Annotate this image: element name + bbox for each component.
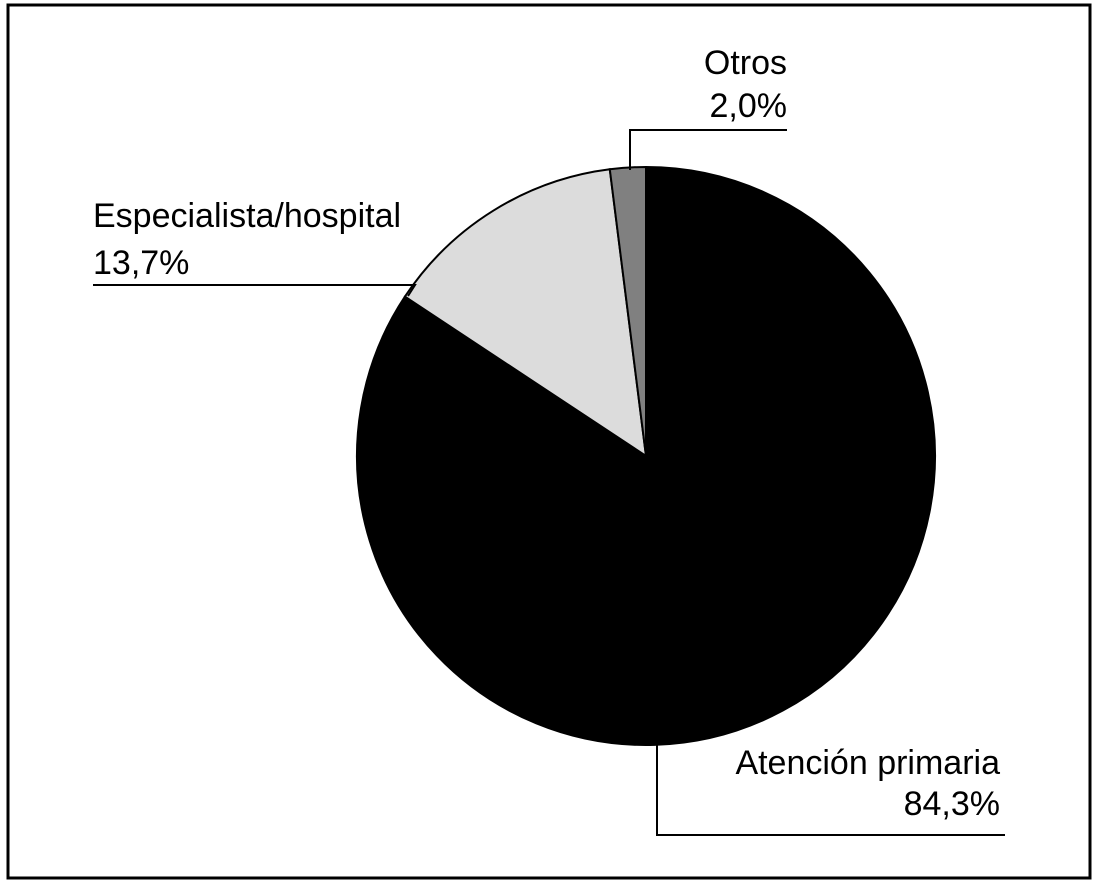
value-label: 13,7% [93, 244, 189, 282]
leader-line [93, 284, 417, 297]
leader-line [629, 129, 787, 170]
value-label: 2,0% [710, 87, 788, 125]
pie-slice [403, 168, 648, 459]
leader-line [656, 745, 1005, 836]
frame [6, 3, 1092, 880]
slice-label: Otros [704, 44, 787, 82]
pie-slice [608, 165, 647, 457]
slice-label: Especialista/hospital [93, 197, 401, 235]
slice-label: Atención primaria [735, 744, 1000, 782]
value-label: 84,3% [904, 785, 1000, 823]
pie-slice [355, 165, 936, 746]
